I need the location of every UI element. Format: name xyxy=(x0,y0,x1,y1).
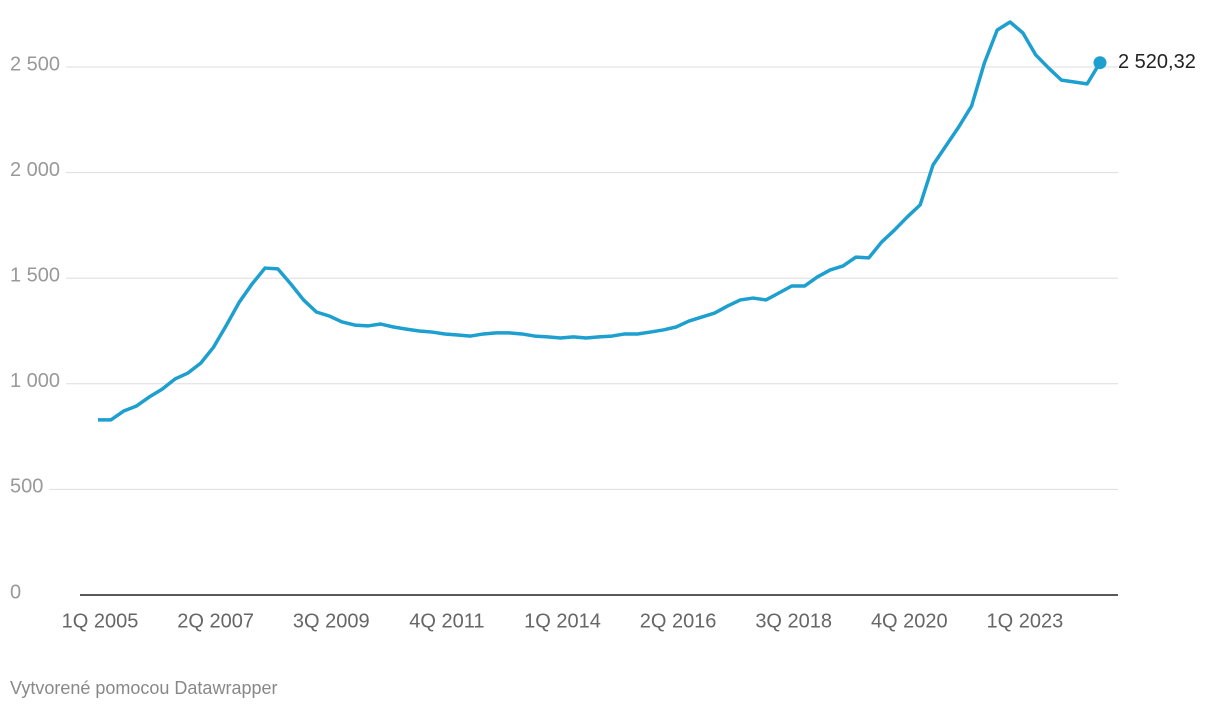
x-tick-label: 4Q 2011 xyxy=(409,610,484,632)
x-tick-label: 1Q 2005 xyxy=(62,610,139,632)
y-tick-label: 0 xyxy=(10,581,21,603)
x-tick-label: 1Q 2023 xyxy=(987,610,1064,632)
value-label: 2 520,32 xyxy=(1118,51,1196,73)
label-bg xyxy=(8,158,67,185)
y-tick-label: 500 xyxy=(10,476,43,498)
y-tick-label: 1 500 xyxy=(10,264,60,286)
label-bg xyxy=(8,475,50,502)
x-tick-label: 2Q 2016 xyxy=(640,610,717,632)
x-tick-label: 1Q 2014 xyxy=(524,610,601,632)
x-tick-label: 2Q 2007 xyxy=(177,610,254,632)
y-tick-label: 2 500 xyxy=(10,53,60,75)
y-tick-label: 1 000 xyxy=(10,370,60,392)
label-bg xyxy=(8,264,67,291)
y-tick-label: 2 000 xyxy=(10,159,60,181)
line xyxy=(98,20,1102,422)
label-bg xyxy=(8,53,67,79)
end-dot xyxy=(1093,56,1107,70)
label-bg xyxy=(8,581,28,607)
x-tick-label: 3Q 2018 xyxy=(755,610,832,632)
label-bg xyxy=(8,369,67,396)
x-tick-label: 4Q 2020 xyxy=(871,610,948,632)
x-tick-label: 3Q 2009 xyxy=(293,610,370,632)
footer: Vytvorené pomocou Datawrapper xyxy=(10,678,277,698)
